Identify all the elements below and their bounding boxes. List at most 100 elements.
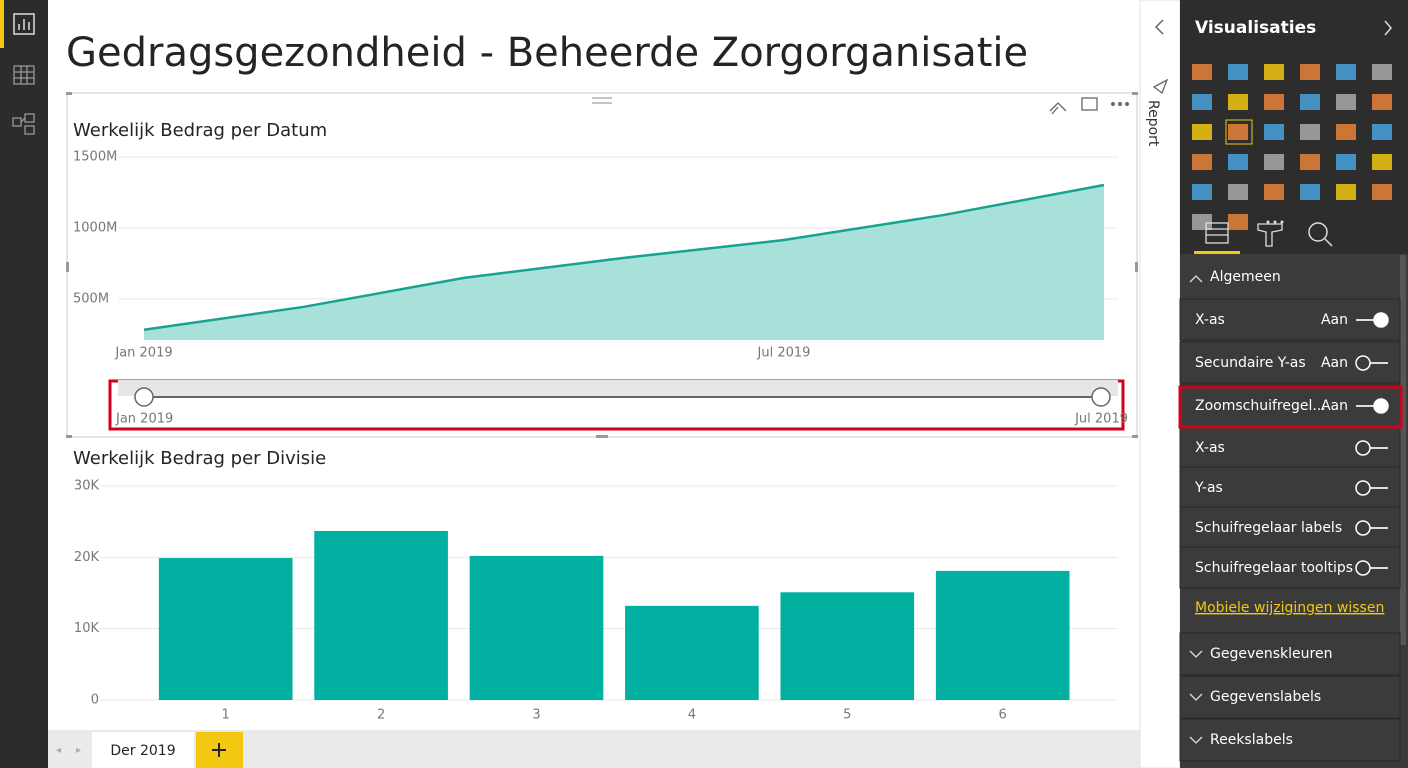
viz-icon[interactable] (1264, 154, 1284, 170)
toggle-knob[interactable] (1355, 560, 1371, 576)
add-page-icon (212, 743, 226, 757)
tab-scroll-right[interactable]: ▸ (76, 745, 81, 756)
chart-title: Werkelijk Bedrag per Divisie (73, 448, 326, 469)
section-header[interactable]: Gegevenslabels (1210, 689, 1321, 705)
bar[interactable] (625, 605, 759, 700)
viz-icon[interactable] (1192, 124, 1212, 140)
line (143, 183, 1105, 332)
viz-icon[interactable] (1300, 64, 1320, 80)
viz-icon[interactable] (1300, 94, 1320, 110)
viz-icon[interactable] (1228, 64, 1248, 80)
viz-icon[interactable] (1192, 184, 1212, 200)
toggle-knob[interactable] (1355, 355, 1371, 371)
analytics-tab[interactable] (1308, 222, 1333, 247)
viz-icon[interactable] (1192, 94, 1212, 110)
side-tab-label[interactable]: Report (1145, 100, 1161, 147)
setting-state: Aan (1321, 312, 1348, 328)
toggle-knob[interactable] (1355, 520, 1371, 536)
setting-label: X-as (1195, 312, 1225, 328)
left-nav (0, 0, 48, 768)
fields-tab[interactable] (1205, 222, 1229, 244)
clear-link[interactable]: Mobiele wijzigingen wissen (1195, 600, 1384, 616)
bar[interactable] (469, 555, 604, 700)
viz-icon[interactable] (1192, 64, 1212, 80)
section-header[interactable]: Gegevenskleuren (1210, 646, 1332, 662)
viz-icon[interactable] (1228, 94, 1248, 110)
viz-icon[interactable] (1228, 124, 1248, 140)
viz-icon[interactable] (1280, 220, 1284, 224)
collapsed-sections: Gegevenskleuren Gegevenslabels Reekslabels (1179, 632, 1401, 762)
toggle-knob[interactable] (1373, 398, 1389, 414)
chart-title: Werkelijk Bedrag per Datum (73, 120, 327, 141)
charts: Werkelijk Bedrag per Datum 500M 1000M 1500M… (73, 120, 1128, 723)
x-tick-label: 1 (222, 708, 230, 723)
y-tick-label: 1500M (73, 150, 117, 165)
viz-icon[interactable] (1264, 124, 1284, 140)
section-header[interactable]: Algemeen (1210, 269, 1281, 285)
viz-icon[interactable] (1300, 124, 1320, 140)
viz-icon[interactable] (1264, 94, 1284, 110)
viz-icon[interactable] (1372, 124, 1392, 140)
x-tick-label: 5 (843, 708, 851, 723)
viz-icon[interactable] (1300, 154, 1320, 170)
zoom-slider-handle[interactable] (1091, 387, 1111, 407)
area (144, 185, 1104, 340)
active-tab-indicator (1194, 251, 1240, 254)
toggle-knob[interactable] (1355, 440, 1371, 456)
viz-icon[interactable] (1192, 214, 1212, 230)
viz-icon[interactable] (1228, 154, 1248, 170)
nav-active (0, 0, 4, 48)
tab-scroll-left[interactable]: ◂ (56, 745, 61, 756)
viz-icon[interactable] (1300, 184, 1320, 200)
viz-icon[interactable] (1228, 214, 1248, 230)
viz-icon[interactable] (1192, 154, 1212, 170)
zoom-slider-label: Jul 2019 (1074, 412, 1128, 427)
zoom-slider-track[interactable] (118, 380, 1118, 396)
toggle-knob[interactable] (1355, 480, 1371, 496)
viz-icon[interactable] (1264, 184, 1284, 200)
nav-report-icon[interactable] (13, 13, 35, 35)
bar[interactable] (158, 558, 293, 700)
viz-icon[interactable] (1372, 154, 1392, 170)
page-tab[interactable] (92, 732, 194, 768)
viz-icon[interactable] (1372, 64, 1392, 80)
collapse-arrow[interactable] (1384, 20, 1392, 36)
setting-state: Aan (1321, 355, 1348, 371)
viz-icon[interactable] (1336, 184, 1356, 200)
viz-icon[interactable] (1273, 220, 1277, 224)
section-expanded-chevron[interactable] (1189, 275, 1203, 283)
scrollbar[interactable] (1400, 255, 1406, 645)
page-tab-label[interactable]: Der 2019 (110, 743, 175, 759)
x-tick-label: 3 (532, 708, 540, 723)
viz-icon[interactable] (1336, 154, 1356, 170)
section-row (1179, 675, 1401, 719)
expand-arrow[interactable] (1154, 19, 1164, 35)
bar[interactable] (314, 530, 448, 700)
x-tick-label: Jul 2019 (757, 346, 811, 361)
viz-icon-selected (1225, 119, 1253, 145)
drag-handle[interactable] (592, 97, 612, 104)
bar[interactable] (780, 592, 915, 700)
section-chevron (1189, 693, 1203, 701)
zoom-slider-handle[interactable] (134, 387, 154, 407)
nav-model-icon[interactable] (12, 113, 35, 135)
viz-icon[interactable] (1336, 94, 1356, 110)
bar[interactable] (935, 570, 1070, 700)
section-header[interactable]: Reekslabels (1210, 732, 1293, 748)
filter-icon (1152, 78, 1169, 95)
setting-label: Secundaire Y-as (1195, 355, 1306, 371)
toggle-knob[interactable] (1373, 312, 1389, 328)
x-tick-label: 6 (999, 708, 1007, 723)
section-row (1179, 718, 1401, 762)
viz-icon[interactable] (1228, 184, 1248, 200)
viz-icon[interactable] (1336, 124, 1356, 140)
viz-icon[interactable] (1372, 184, 1392, 200)
x-tick-label: Jan 2019 (114, 346, 172, 361)
nav-data-icon[interactable] (13, 65, 35, 85)
format-tab[interactable] (1257, 223, 1283, 247)
visual-header-icons[interactable] (1049, 97, 1129, 115)
viz-icon[interactable] (1266, 220, 1270, 224)
viz-icon[interactable] (1264, 64, 1284, 80)
viz-icon[interactable] (1372, 94, 1392, 110)
viz-icon[interactable] (1336, 64, 1356, 80)
